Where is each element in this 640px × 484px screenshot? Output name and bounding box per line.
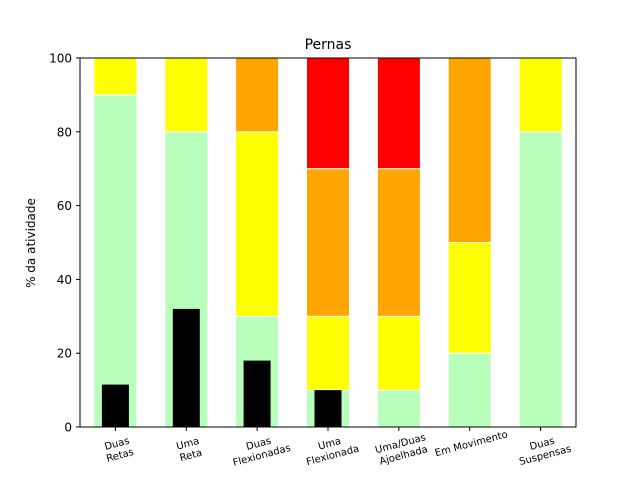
- y-tick-label: 40: [57, 273, 72, 287]
- x-tick-label: UmaFlexionada: [302, 432, 360, 468]
- bar-segment-7-2: [518, 57, 563, 133]
- bar-segment-5-1: [376, 389, 421, 428]
- chart-title: Pernas: [305, 37, 352, 53]
- bar-segment-3-2: [235, 131, 280, 317]
- bar-segment-7-1: [518, 131, 563, 428]
- overlay-bar-2: [172, 308, 200, 427]
- overlay-layer: [101, 308, 342, 427]
- bar-segment-6-3: [447, 57, 492, 243]
- bar-segment-2-2: [164, 57, 209, 133]
- x-tick-label: DuasSuspensas: [515, 432, 572, 468]
- y-tick-label: 100: [49, 52, 72, 66]
- bar-segment-5-2: [376, 315, 421, 391]
- x-tick-label: Uma/DuasAjoelhada: [374, 432, 430, 468]
- bar-segment-3-3: [235, 57, 280, 133]
- bar-segment-4-4: [306, 57, 350, 170]
- bar-segment-1-1: [93, 94, 138, 428]
- overlay-bar-1: [101, 384, 129, 427]
- x-tick-label: DuasFlexionadas: [229, 431, 292, 469]
- bar-segment-4-2: [306, 315, 350, 391]
- bar-segment-6-1: [447, 352, 492, 428]
- y-axis: 0 20 40 60 80 100: [49, 52, 80, 435]
- x-tick-label-line: Em Movimento: [434, 429, 509, 459]
- y-tick-label: 60: [57, 199, 72, 213]
- x-tick-label: DuasRetas: [102, 435, 135, 464]
- bar-segment-5-4: [376, 57, 421, 170]
- bar-segment-1-2: [93, 57, 138, 96]
- x-tick-label: UmaReta: [175, 436, 203, 464]
- y-tick-label: 0: [64, 421, 72, 435]
- bar-segment-6-2: [447, 242, 492, 354]
- x-tick-label: Em Movimento: [434, 429, 509, 459]
- bars-layer: [93, 57, 563, 428]
- y-tick-label: 20: [57, 347, 72, 361]
- y-tick-label: 80: [57, 125, 72, 139]
- x-axis: DuasRetas UmaReta DuasFlexionadas UmaFlexio…: [102, 427, 573, 469]
- bar-segment-5-3: [376, 168, 421, 317]
- overlay-bar-4: [314, 390, 342, 427]
- overlay-bar-3: [243, 360, 271, 427]
- y-axis-label: % da atividade: [24, 198, 38, 288]
- bar-segment-4-3: [306, 168, 350, 317]
